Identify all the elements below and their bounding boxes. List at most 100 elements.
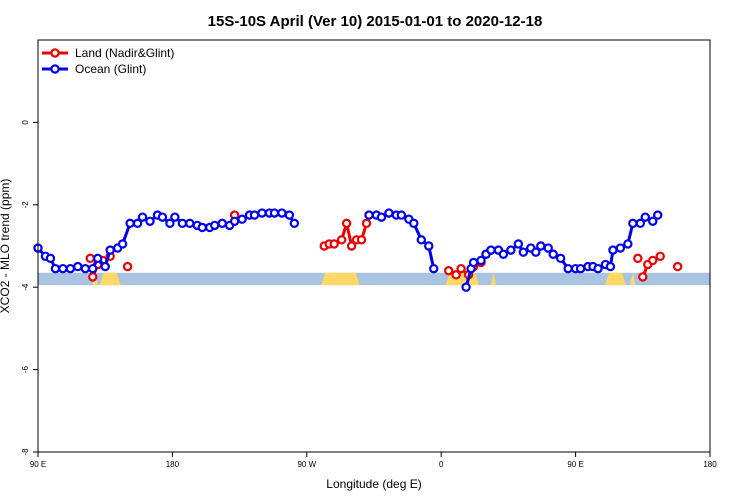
data-point (555, 253, 566, 264)
data-point (137, 212, 148, 222)
data-point (648, 255, 658, 266)
data-point (638, 272, 648, 282)
legend-label: Ocean (Glint) (75, 62, 146, 76)
data-point (229, 216, 240, 226)
data-point (518, 247, 529, 257)
data-point (80, 263, 90, 274)
data-point (623, 239, 633, 249)
legend-label: Land (Nadir&Glint) (75, 46, 174, 60)
data-point (289, 218, 300, 229)
data-point (165, 218, 175, 229)
data-point (329, 239, 339, 249)
data-point (284, 210, 295, 220)
data-point (506, 245, 516, 255)
data-point (605, 261, 616, 272)
chart-title: 15S-10S April (Ver 10) 2015-01-01 to 202… (208, 13, 543, 30)
data-point (346, 241, 357, 251)
data-point (548, 249, 558, 259)
data-point (117, 239, 128, 249)
data-point (269, 208, 280, 218)
x-axis-label: Longitude (deg E) (326, 477, 421, 491)
data-point (409, 218, 419, 229)
data-point (277, 208, 287, 218)
data-point (486, 245, 496, 255)
ocean-band (38, 272, 710, 286)
data-point (543, 243, 553, 253)
data-point (50, 263, 61, 274)
land-patch (604, 272, 626, 286)
data-point (635, 218, 646, 229)
plot-area (33, 208, 710, 292)
land-patch (321, 272, 360, 286)
data-point (177, 218, 188, 229)
data-point (237, 214, 247, 224)
data-point (536, 241, 546, 251)
data-point (356, 235, 367, 245)
x-tick-label: 90 E (567, 460, 583, 469)
data-point (498, 249, 509, 259)
data-point (85, 253, 95, 264)
data-point (157, 212, 168, 222)
x-tick-label: 180 (703, 460, 717, 469)
land-peak (630, 271, 636, 286)
data-point (45, 253, 56, 264)
data-point (648, 216, 658, 226)
y-tick-label: -4 (21, 283, 30, 291)
land-peak (490, 271, 496, 286)
data-point (531, 247, 541, 257)
y-tick-label: -8 (21, 448, 30, 456)
data-point (197, 222, 207, 233)
land-patch (99, 272, 121, 286)
data-point (429, 263, 439, 274)
data-point (364, 210, 374, 220)
y-axis-label: XCO2 - MLO trend (ppm) (0, 179, 12, 314)
data-point (608, 245, 618, 255)
y-tick-label: -6 (21, 365, 30, 373)
data-point (145, 216, 155, 226)
data-point (468, 257, 479, 268)
data-point (170, 212, 180, 222)
data-point (640, 212, 650, 222)
data-point (672, 261, 683, 272)
data-point (376, 212, 387, 222)
x-tick-label: 90 W (297, 460, 316, 469)
data-point (132, 218, 143, 229)
x-tick-label: 0 (439, 460, 444, 469)
legend-marker (50, 64, 60, 74)
y-tick-label: 0 (21, 120, 30, 125)
data-point (461, 282, 471, 292)
data-point (396, 210, 407, 220)
data-point (257, 208, 267, 218)
data-point (615, 243, 626, 253)
data-point (655, 251, 665, 261)
data-point (416, 235, 426, 245)
data-point (443, 266, 454, 276)
data-point (93, 253, 103, 264)
data-point (58, 263, 68, 274)
y-tick-label: -2 (21, 201, 30, 209)
x-tick-label: 180 (166, 460, 180, 469)
data-point (628, 218, 638, 229)
legend-marker (50, 48, 60, 58)
data-point (653, 210, 663, 220)
data-point (105, 245, 115, 255)
x-tick-label: 90 E (30, 460, 46, 469)
data-point (122, 261, 133, 272)
data-point (563, 263, 573, 274)
y-axis: 0 -2 -4 -6 -8 (21, 120, 38, 456)
data-point (593, 263, 603, 274)
series-ocean (33, 208, 663, 292)
land-peak (105, 271, 111, 286)
data-point (100, 261, 110, 272)
data-point (210, 220, 220, 231)
data-point (88, 272, 98, 282)
data-point (361, 218, 372, 229)
x-axis: 90 E 180 90 W 0 90 E 180 (30, 452, 717, 469)
data-point (336, 235, 347, 245)
data-point (424, 241, 434, 251)
plot-frame (37, 39, 711, 453)
data-point (476, 255, 486, 266)
data-point (451, 270, 461, 280)
data-point (384, 208, 394, 218)
data-point (513, 239, 524, 249)
